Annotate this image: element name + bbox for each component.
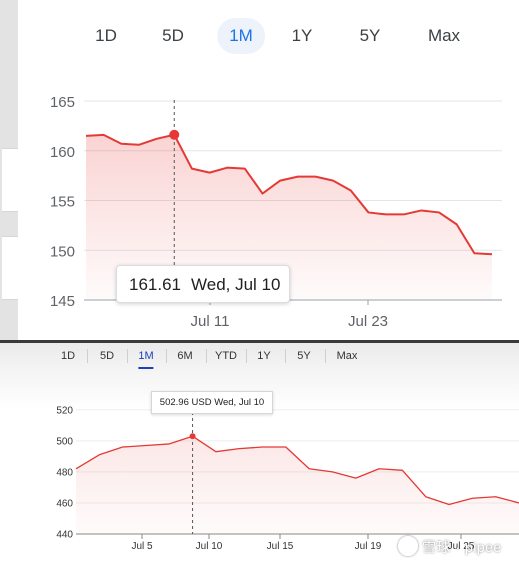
- highlight-point: [189, 433, 196, 440]
- data-point: [331, 470, 334, 473]
- data-point: [308, 467, 311, 470]
- y-tick-label: 145: [50, 293, 75, 310]
- y-tick-label: 520: [56, 405, 73, 416]
- data-point: [378, 467, 381, 470]
- tab-divider: [285, 349, 286, 363]
- x-tick-label: Jul 5: [131, 541, 153, 552]
- data-point: [284, 446, 287, 449]
- data-point: [75, 467, 78, 470]
- data-point: [144, 444, 147, 447]
- area-fill: [86, 134, 492, 300]
- tooltip-value: 161.61: [129, 275, 181, 294]
- snowball-logo-icon: [398, 536, 418, 556]
- tab-max[interactable]: Max: [427, 26, 461, 45]
- x-tick-label: Jul 25: [448, 541, 475, 552]
- tooltip-date: Wed, Jul 10: [191, 275, 281, 294]
- tab-5y[interactable]: 5Y: [359, 26, 381, 45]
- tab-1d[interactable]: 1D: [60, 350, 76, 362]
- tab-1m[interactable]: 1M: [217, 18, 265, 54]
- series-line: [75, 435, 519, 506]
- data-point: [354, 477, 357, 480]
- tab-divider: [246, 349, 247, 363]
- tab-5y[interactable]: 5Y: [297, 350, 311, 362]
- data-point: [261, 446, 264, 449]
- tab-5d[interactable]: 5D: [99, 350, 115, 362]
- x-tick-label: Jul 10: [196, 541, 223, 552]
- tab-1m[interactable]: 1M: [138, 345, 154, 369]
- data-point: [98, 453, 101, 456]
- bottom-tooltip: 502.96 USD Wed, Jul 10: [151, 391, 273, 414]
- y-tick-label: 150: [50, 243, 75, 260]
- y-tick-label: 500: [56, 436, 73, 447]
- x-tick-label: Jul 19: [355, 541, 382, 552]
- tab-divider: [87, 349, 88, 363]
- tab-divider: [325, 349, 326, 363]
- top-tooltip: 161.61 Wed, Jul 10: [116, 265, 290, 303]
- x-tick-label: Jul 23: [348, 313, 388, 330]
- tab-1y[interactable]: 1Y: [257, 350, 271, 362]
- data-point: [448, 503, 451, 506]
- panel-divider: [0, 340, 519, 343]
- tab-divider: [206, 349, 207, 363]
- data-point: [494, 495, 497, 498]
- tab-1y[interactable]: 1Y: [291, 26, 313, 45]
- highlight-point: [169, 129, 180, 140]
- data-point: [168, 442, 171, 445]
- data-point: [238, 447, 241, 450]
- y-tick-label: 440: [56, 530, 73, 541]
- bottom-range-tabs: 1D 5D 1M 6M YTD 1Y 5Y Max: [0, 345, 519, 369]
- data-point: [401, 469, 404, 472]
- tab-ytd[interactable]: YTD: [215, 350, 237, 362]
- data-point: [214, 450, 217, 453]
- area-fill: [76, 436, 519, 534]
- tab-5d[interactable]: 5D: [162, 26, 184, 45]
- series-line: [85, 133, 493, 256]
- tab-divider: [166, 349, 167, 363]
- y-tick-label: 160: [50, 144, 75, 161]
- top-chart: 145 150 155 160 165 Jul 11 Jul 23: [50, 94, 502, 330]
- x-tick-label: Jul 15: [267, 541, 294, 552]
- x-tick-label: Jul 11: [191, 313, 230, 330]
- data-point: [471, 497, 474, 500]
- tab-max[interactable]: Max: [336, 350, 358, 362]
- top-range-tabs: 1D 5D 1M 1Y 5Y Max: [0, 18, 519, 54]
- watermark-text: 雪球 · pipee: [422, 539, 502, 555]
- watermark: 雪球 · pipee: [398, 536, 502, 557]
- y-tick-label: 460: [56, 498, 73, 509]
- y-tick-label: 165: [50, 94, 75, 111]
- tab-1d[interactable]: 1D: [95, 26, 117, 45]
- y-tick-label: 155: [50, 194, 75, 211]
- tab-divider: [127, 349, 128, 363]
- y-tick-label: 480: [56, 467, 73, 478]
- data-point: [424, 495, 427, 498]
- tab-6m[interactable]: 6M: [177, 350, 193, 362]
- data-point: [121, 446, 124, 449]
